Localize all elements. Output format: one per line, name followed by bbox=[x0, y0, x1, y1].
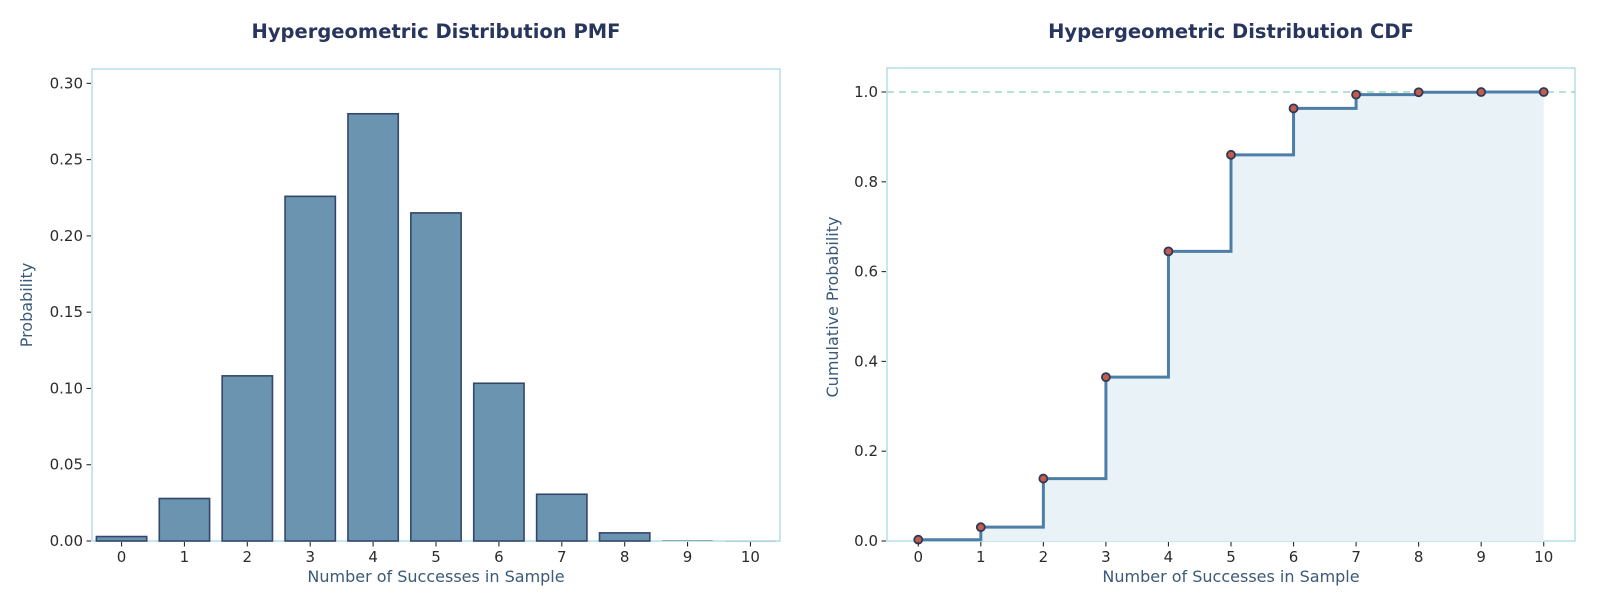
cdf-marker bbox=[1101, 372, 1111, 383]
x-tick-label: 3 bbox=[305, 548, 315, 566]
x-tick-label: 6 bbox=[494, 548, 504, 566]
x-tick-label: 2 bbox=[1039, 548, 1049, 566]
x-tick-label: 1 bbox=[180, 548, 190, 566]
cdf-marker bbox=[1226, 149, 1236, 160]
cdf-title: Hypergeometric Distribution CDF bbox=[1048, 20, 1414, 43]
y-tick-label: 0.00 bbox=[50, 532, 83, 550]
y-tick-label: 0.05 bbox=[50, 456, 83, 474]
y-tick-label: 0.6 bbox=[854, 263, 878, 281]
cdf-ylabel: Cumulative Probability bbox=[823, 217, 842, 398]
pmf-xlabel: Number of Successes in Sample bbox=[307, 567, 564, 586]
y-tick-label: 0.25 bbox=[50, 151, 83, 169]
x-tick-label: 7 bbox=[1351, 548, 1361, 566]
pmf-bar bbox=[410, 212, 462, 542]
x-tick-label: 0 bbox=[117, 548, 127, 566]
pmf-bar bbox=[662, 540, 713, 541]
x-tick-label: 4 bbox=[368, 548, 378, 566]
x-tick-label: 0 bbox=[913, 548, 923, 566]
x-tick-label: 9 bbox=[1476, 548, 1486, 566]
y-tick-label: 1.0 bbox=[854, 83, 878, 101]
x-tick-label: 5 bbox=[1226, 548, 1236, 566]
x-tick-label: 6 bbox=[1289, 548, 1299, 566]
cdf-marker bbox=[1288, 103, 1299, 114]
y-tick-label: 0.10 bbox=[50, 379, 83, 397]
cdf-subplot: 0 1 2 3 4 5 6 7 8 9 10 0.0 0.2 0.4 0.6 0.8 1.0 Hypergeom… bbox=[823, 20, 1576, 586]
x-tick-label: 4 bbox=[1164, 548, 1174, 566]
x-tick-label: 5 bbox=[431, 548, 441, 566]
x-tick-label: 1 bbox=[976, 548, 986, 566]
x-tick-label: 9 bbox=[683, 548, 693, 566]
x-tick-label: 10 bbox=[741, 548, 760, 566]
y-tick-label: 0.20 bbox=[50, 227, 83, 245]
y-tick-label: 0.8 bbox=[854, 173, 878, 191]
cdf-plot-area: 0 1 2 3 4 5 6 7 8 9 10 0.0 0.2 0.4 0.6 0.8 1.0 bbox=[854, 67, 1576, 566]
x-tick-label: 10 bbox=[1534, 548, 1553, 566]
cdf-marker bbox=[1413, 87, 1424, 98]
cdf-marker bbox=[1538, 87, 1549, 97]
x-tick-label: 3 bbox=[1101, 548, 1111, 566]
pmf-title: Hypergeometric Distribution PMF bbox=[252, 20, 621, 43]
pmf-bar bbox=[284, 195, 337, 542]
pmf-bar bbox=[598, 532, 651, 542]
cdf-fill-area bbox=[918, 92, 1544, 542]
pmf-bar bbox=[95, 535, 148, 542]
y-tick-label: 0.0 bbox=[854, 532, 878, 550]
y-tick-label: 0.2 bbox=[854, 442, 878, 460]
cdf-marker bbox=[975, 522, 986, 533]
pmf-ylabel: Probability bbox=[17, 263, 36, 348]
x-tick-label: 8 bbox=[1414, 548, 1424, 566]
x-tick-label: 8 bbox=[620, 548, 630, 566]
pmf-bar bbox=[347, 112, 400, 542]
cdf-xlabel: Number of Successes in Sample bbox=[1102, 567, 1359, 586]
pmf-bar bbox=[535, 493, 588, 542]
pmf-bar bbox=[221, 375, 274, 542]
y-tick-label: 0.15 bbox=[50, 303, 83, 321]
pmf-subplot: 0 1 2 3 4 5 6 7 8 9 10 0.00 0.05 0.10 0.15 0.20 0.25 0.30… bbox=[17, 20, 781, 586]
x-tick-label: 7 bbox=[557, 548, 567, 566]
cdf-marker bbox=[1163, 246, 1174, 257]
cdf-marker bbox=[1351, 89, 1361, 100]
y-tick-label: 0.30 bbox=[50, 74, 83, 92]
x-tick-label: 2 bbox=[243, 548, 253, 566]
y-tick-label: 0.4 bbox=[854, 352, 878, 370]
pmf-bar bbox=[158, 497, 211, 542]
pmf-bar bbox=[472, 382, 525, 542]
pmf-plot-area: 0 1 2 3 4 5 6 7 8 9 10 0.00 0.05 0.10 0.15 0.20 0.25 0.30 bbox=[50, 68, 781, 566]
cdf-marker bbox=[1038, 473, 1049, 484]
cdf-marker bbox=[1476, 87, 1487, 97]
